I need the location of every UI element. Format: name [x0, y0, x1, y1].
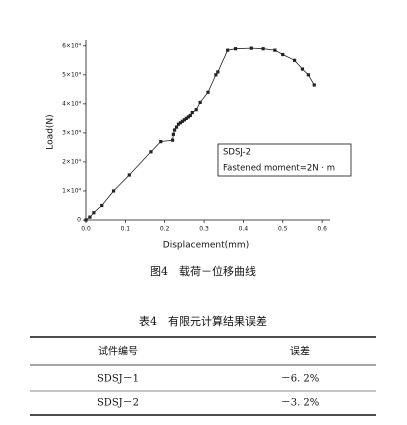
annotation: Fastened moment=2N · m	[223, 164, 335, 174]
data-point	[88, 215, 92, 219]
x-tick-label: 0.0	[81, 226, 91, 233]
data-point	[249, 46, 253, 50]
data-point	[176, 122, 181, 126]
data-point	[300, 67, 305, 71]
data-point	[306, 73, 310, 77]
data-point	[170, 138, 175, 142]
data-point	[198, 100, 202, 105]
y-tick-label: 0	[77, 217, 81, 224]
x-tick-label: 0.6	[317, 226, 327, 233]
data-line	[85, 47, 315, 221]
data-point	[226, 48, 230, 52]
data-point	[312, 83, 316, 87]
x-tick-label: 0.3	[199, 226, 209, 233]
data-point	[127, 173, 131, 177]
y-tick-label: 6×10⁴	[62, 42, 81, 49]
data-point	[214, 73, 218, 77]
table-header: 试件编号	[98, 345, 138, 358]
data-point	[149, 150, 153, 154]
data-point	[84, 218, 88, 222]
y-tick-label: 1×10⁴	[62, 187, 81, 194]
data-point	[206, 90, 210, 94]
data-point	[292, 58, 297, 62]
data-point	[100, 203, 104, 208]
data-point	[180, 119, 185, 123]
data-point	[261, 47, 265, 51]
x-axis-label: Displacement(mm)	[163, 241, 249, 251]
data-point	[178, 121, 183, 125]
figure-caption: 图4 载荷－位移曲线	[150, 264, 256, 278]
data-point	[182, 118, 186, 122]
y-tick-label: 5×10⁴	[62, 71, 81, 78]
data-point	[194, 108, 198, 112]
table-cell: SDSJ－1	[97, 374, 139, 385]
table-caption: 表4 有限元计算结果误差	[139, 314, 267, 328]
x-tick-label: 0.5	[278, 226, 288, 233]
table-cell: －3. 2%	[281, 398, 320, 409]
table-cell: SDSJ－2	[97, 398, 139, 409]
data-point	[190, 110, 194, 115]
legend-box	[217, 143, 352, 177]
data-point	[273, 48, 277, 52]
table-cell: －6. 2%	[281, 374, 320, 385]
y-tick-label: 3×10⁴	[62, 129, 81, 136]
data-point	[281, 52, 285, 57]
chart: Displacement(mm) Load(N) SDSJ-2 Fastened…	[46, 40, 352, 251]
y-tick-label: 4×10⁴	[62, 100, 81, 107]
data-point	[184, 116, 188, 120]
data-point	[174, 125, 179, 129]
data-point	[171, 132, 175, 136]
y-axis-label: Load(N)	[46, 114, 56, 149]
data-point	[216, 70, 220, 74]
data-point	[233, 47, 238, 51]
data-point	[92, 211, 96, 215]
x-tick-label: 0.1	[121, 226, 131, 233]
data-point	[111, 189, 116, 193]
table: 表4 有限元计算结果误差 试件编号 误差 SDSJ－1 －6. 2% SDSJ－…	[30, 314, 376, 416]
x-tick-label: 0.2	[160, 226, 170, 233]
data-point	[159, 140, 163, 144]
data-point	[188, 113, 192, 118]
y-tick-label: 2×10⁴	[62, 158, 81, 165]
data-point	[172, 128, 177, 132]
table-header: 误差	[290, 345, 310, 358]
legend-label: SDSJ-2	[223, 148, 251, 158]
data-point	[186, 115, 190, 119]
x-tick-label: 0.4	[239, 226, 249, 233]
